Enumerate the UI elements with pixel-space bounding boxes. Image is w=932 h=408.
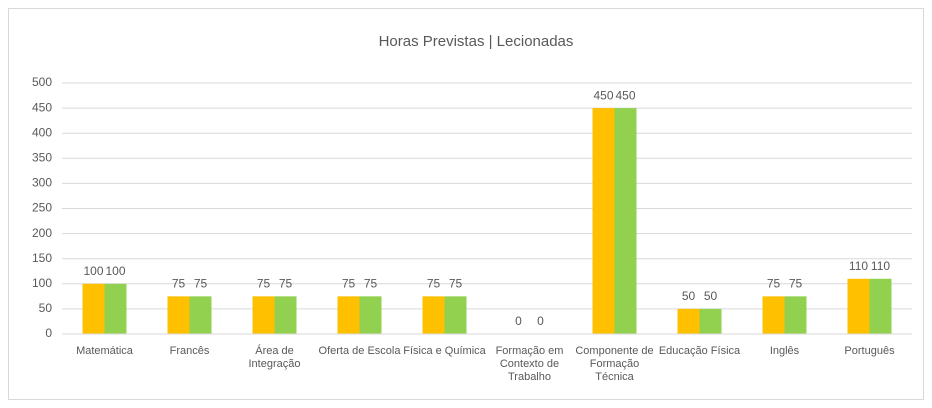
bar bbox=[422, 296, 445, 334]
chart-frame bbox=[8, 8, 924, 400]
data-label: 75 bbox=[279, 277, 293, 291]
bar bbox=[444, 296, 467, 334]
data-label: 100 bbox=[83, 264, 103, 278]
bar bbox=[614, 108, 637, 334]
bar bbox=[82, 283, 105, 334]
data-label: 75 bbox=[257, 277, 271, 291]
y-tick-label: 200 bbox=[32, 226, 52, 240]
data-label: 0 bbox=[537, 314, 544, 328]
x-tick-label: Física e Química bbox=[403, 345, 486, 357]
bar bbox=[847, 278, 870, 334]
data-label: 75 bbox=[364, 277, 378, 291]
data-label: 100 bbox=[105, 264, 125, 278]
bar bbox=[359, 296, 382, 334]
data-label: 75 bbox=[789, 277, 803, 291]
x-tick-label: Oferta de Escola bbox=[318, 345, 401, 357]
data-label: 110 bbox=[849, 259, 868, 273]
x-tick-label: Área de Integração bbox=[248, 345, 301, 370]
data-label: 75 bbox=[767, 277, 781, 291]
bar bbox=[677, 308, 700, 334]
data-label: 75 bbox=[342, 277, 356, 291]
y-tick-label: 300 bbox=[32, 176, 52, 190]
bar bbox=[189, 296, 212, 334]
y-tick-label: 250 bbox=[32, 201, 52, 215]
data-label: 75 bbox=[194, 277, 208, 291]
y-tick-label: 100 bbox=[32, 276, 52, 290]
x-tick-label: Matemática bbox=[76, 345, 133, 357]
bar bbox=[699, 308, 722, 334]
bar bbox=[337, 296, 360, 334]
data-label: 75 bbox=[172, 277, 186, 291]
data-label: 50 bbox=[704, 289, 718, 303]
bar bbox=[869, 278, 892, 334]
chart-title: Horas Previstas | Lecionadas bbox=[379, 33, 574, 50]
bar bbox=[784, 296, 807, 334]
x-tick-label: Português bbox=[844, 345, 895, 357]
x-tick-label: Educação Física bbox=[658, 345, 741, 357]
bar bbox=[762, 296, 785, 334]
y-tick-label: 50 bbox=[39, 301, 53, 315]
data-label: 0 bbox=[515, 314, 522, 328]
bar bbox=[274, 296, 297, 334]
x-tick-label: Inglês bbox=[769, 345, 800, 357]
data-label: 110 bbox=[871, 259, 890, 273]
data-label: 50 bbox=[682, 289, 696, 303]
data-label: 450 bbox=[593, 88, 613, 102]
bar bbox=[104, 283, 127, 334]
bar bbox=[167, 296, 190, 334]
x-tick-label: Componente de Formação Técnica bbox=[575, 345, 654, 383]
bar bbox=[592, 108, 615, 334]
data-label: 450 bbox=[615, 88, 635, 102]
y-tick-label: 450 bbox=[32, 100, 52, 114]
y-tick-label: 400 bbox=[32, 125, 52, 139]
y-tick-label: 0 bbox=[45, 326, 52, 340]
data-label: 75 bbox=[427, 277, 441, 291]
y-tick-label: 150 bbox=[32, 251, 52, 265]
data-label: 75 bbox=[449, 277, 463, 291]
x-tick-label: Formação em Contexto de Trabalho bbox=[495, 345, 564, 383]
y-tick-label: 500 bbox=[32, 75, 52, 89]
y-tick-label: 350 bbox=[32, 150, 52, 164]
x-tick-label: Francês bbox=[169, 345, 210, 357]
bar bbox=[252, 296, 275, 334]
